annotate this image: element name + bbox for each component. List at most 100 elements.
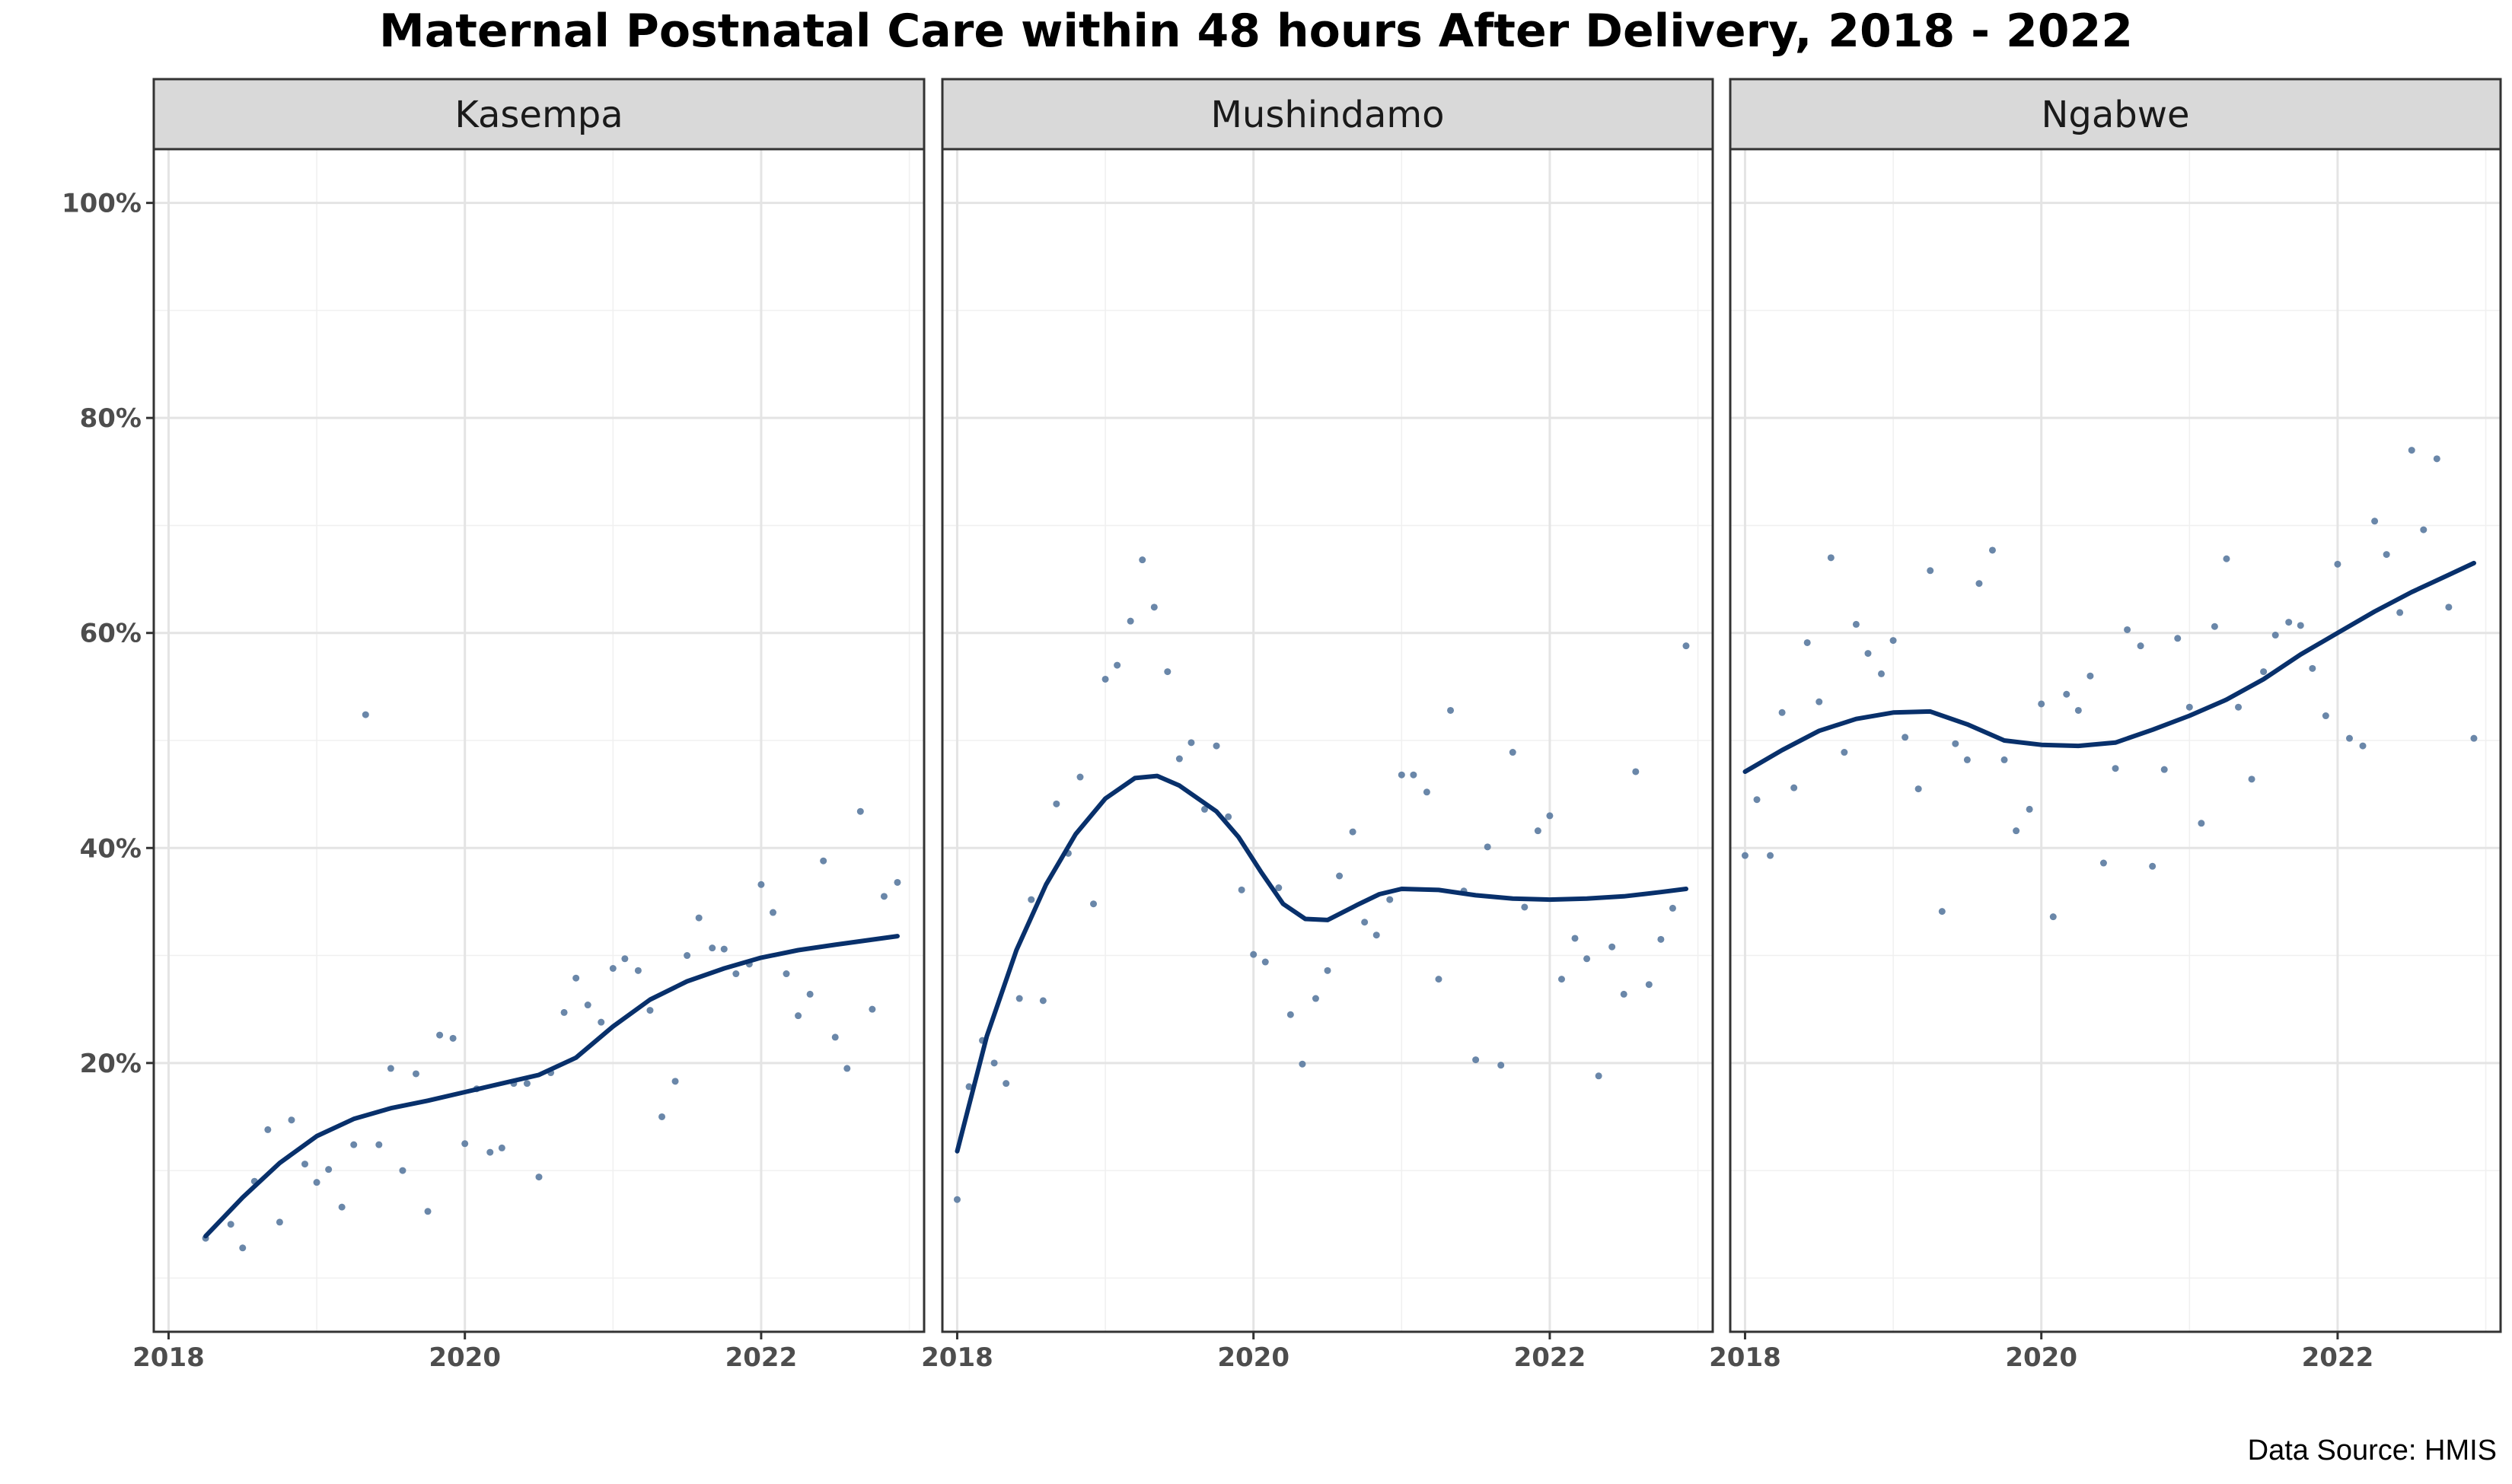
data-point (1213, 742, 1220, 750)
x-tick-label: 2018 (132, 1342, 205, 1373)
facet-label: Ngabwe (2041, 94, 2189, 136)
data-point (2174, 635, 2182, 642)
data-point (1645, 981, 1653, 989)
data-point (769, 909, 776, 916)
data-point (2026, 805, 2033, 813)
data-point (1003, 1080, 1010, 1088)
data-source-caption: Data Source: HMIS (2247, 1435, 2497, 1466)
data-point (2248, 775, 2255, 783)
data-point (449, 1034, 457, 1042)
data-point (1988, 546, 1996, 554)
facet-label: Mushindamo (1210, 94, 1444, 136)
data-point (1620, 990, 1627, 998)
data-point (953, 1196, 961, 1203)
data-point (1571, 935, 1579, 942)
data-point (436, 1031, 444, 1039)
data-point (2470, 734, 2478, 742)
data-point (831, 1033, 839, 1041)
data-point (1878, 670, 1886, 677)
data-point (1841, 749, 1848, 756)
data-point (1852, 620, 1860, 628)
data-point (684, 952, 691, 960)
y-tick-label: 80% (80, 403, 142, 434)
data-point (990, 1059, 998, 1067)
data-point (276, 1218, 283, 1226)
data-point (1299, 1060, 1306, 1068)
data-point (658, 1113, 666, 1120)
data-point (1927, 567, 1934, 575)
data-point (1435, 976, 1442, 983)
data-point (1975, 580, 1983, 588)
chart-title: Maternal Postnatal Care within 48 hours … (379, 5, 2133, 58)
data-point (1336, 872, 1344, 880)
data-point (2235, 703, 2243, 711)
data-point (1028, 896, 1035, 903)
data-point (1090, 900, 1098, 908)
data-point (1250, 951, 1258, 958)
data-point (2074, 706, 2082, 714)
data-point (2086, 672, 2094, 680)
data-point (1053, 800, 1060, 807)
data-point (572, 974, 580, 982)
data-point (869, 1005, 876, 1013)
data-point (2124, 626, 2131, 633)
data-point (621, 955, 629, 963)
data-point (461, 1140, 469, 1148)
data-point (1595, 1072, 1602, 1080)
panel-border (1729, 148, 2502, 1333)
data-point (1864, 650, 1872, 658)
panel-border (152, 148, 926, 1333)
data-point (2063, 690, 2070, 698)
data-point (2160, 766, 2168, 773)
data-point (313, 1179, 320, 1186)
data-point (584, 1002, 591, 1009)
data-point (2408, 447, 2415, 454)
data-point (2099, 859, 2107, 867)
data-point (1902, 734, 1909, 741)
data-point (498, 1144, 505, 1151)
data-point (1114, 661, 1121, 669)
y-tick-label: 40% (80, 833, 142, 864)
data-point (1583, 955, 1591, 963)
data-point (646, 1007, 654, 1014)
data-point (720, 945, 728, 953)
data-point (1039, 997, 1047, 1005)
y-tick-label: 20% (80, 1049, 142, 1079)
data-point (1127, 617, 1134, 625)
data-point (598, 1018, 605, 1026)
y-tick-label: 60% (80, 619, 142, 649)
data-point (1372, 931, 1380, 939)
data-point (2137, 642, 2144, 650)
data-point (1767, 852, 1774, 859)
data-point (1938, 908, 1946, 916)
data-point (1753, 796, 1761, 804)
x-tick-label: 2018 (1709, 1342, 1781, 1373)
data-point (1669, 904, 1676, 912)
x-tick-label: 2018 (921, 1342, 993, 1373)
data-point (1324, 967, 1331, 974)
data-point (1682, 642, 1690, 650)
data-point (288, 1116, 295, 1124)
x-tick-label: 2020 (1217, 1342, 1289, 1373)
data-point (1361, 919, 1369, 926)
data-point (1778, 709, 1786, 716)
data-point (1101, 675, 1109, 683)
data-point (732, 970, 740, 978)
data-point (1534, 827, 1541, 835)
data-point (2013, 827, 2020, 835)
data-point (2198, 820, 2205, 827)
data-point (609, 964, 617, 972)
data-point (894, 878, 901, 886)
data-point (1484, 843, 1491, 851)
x-tick-label: 2020 (429, 1342, 501, 1373)
data-point (1076, 773, 1084, 781)
data-point (1803, 639, 1811, 646)
data-point (1150, 603, 1158, 611)
data-point (2223, 555, 2230, 562)
panel-border (941, 148, 1714, 1333)
data-point (1410, 771, 1417, 779)
data-point (2260, 668, 2268, 676)
x-tick-label: 2022 (2302, 1342, 2374, 1373)
data-point (1557, 976, 1565, 983)
data-point (1497, 1062, 1505, 1069)
